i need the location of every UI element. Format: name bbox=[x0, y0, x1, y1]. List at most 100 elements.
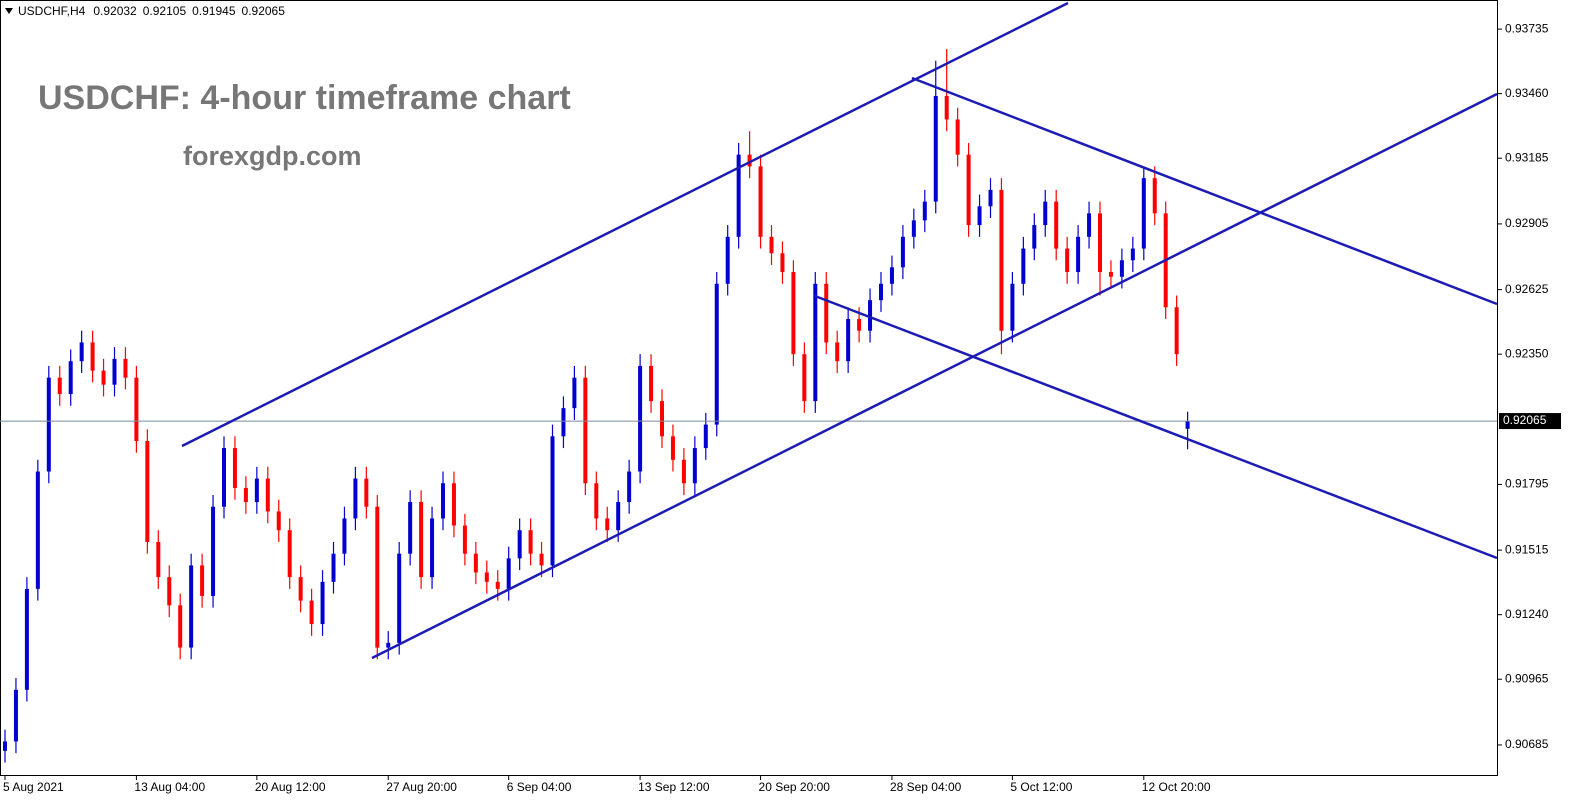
last-price-label: 0.92065 bbox=[1503, 413, 1547, 427]
x-tick-label: 13 Sep 12:00 bbox=[638, 780, 710, 794]
candle-body bbox=[1032, 225, 1037, 249]
candle-body bbox=[550, 436, 555, 566]
candle-body bbox=[966, 154, 971, 226]
high-value: 0.92105 bbox=[143, 4, 187, 18]
candle-body bbox=[649, 365, 654, 402]
candle-body bbox=[868, 300, 873, 331]
candle-body bbox=[769, 236, 774, 254]
menu-arrow[interactable] bbox=[5, 8, 13, 14]
candle-body bbox=[999, 189, 1004, 331]
candle-body bbox=[791, 272, 796, 355]
candle-body bbox=[1021, 248, 1026, 284]
candle-body bbox=[1141, 178, 1146, 249]
candle-body bbox=[879, 283, 883, 301]
candle-body bbox=[211, 506, 216, 596]
candle-body bbox=[681, 459, 686, 484]
chart-title: USDCHF: 4-hour timeframe chart bbox=[38, 79, 571, 117]
candle-body bbox=[101, 370, 106, 385]
x-tick-label: 20 Aug 12:00 bbox=[255, 780, 326, 794]
trend-line bbox=[371, 92, 1498, 660]
candle-body bbox=[857, 318, 862, 331]
candle-body bbox=[933, 95, 938, 202]
candle-body bbox=[320, 581, 325, 625]
candle-body bbox=[572, 377, 577, 409]
candle-body bbox=[627, 471, 632, 503]
x-tick-label: 5 Aug 2021 bbox=[3, 780, 64, 794]
x-tick-label: 28 Sep 04:00 bbox=[890, 780, 962, 794]
candle-body bbox=[922, 201, 927, 221]
last-price-box bbox=[1499, 413, 1561, 430]
y-tick-label: 0.91795 bbox=[1505, 477, 1549, 491]
candle-body bbox=[539, 553, 544, 566]
candle-body bbox=[747, 154, 752, 167]
candle-body bbox=[331, 553, 336, 582]
candle-body bbox=[167, 577, 172, 606]
trend-line bbox=[911, 76, 1498, 306]
candle-body bbox=[813, 283, 818, 402]
y-tick-label: 0.91240 bbox=[1505, 607, 1549, 621]
candle-body bbox=[57, 377, 62, 395]
close-value: 0.92065 bbox=[242, 4, 286, 18]
candle-body bbox=[670, 436, 675, 460]
candle-body bbox=[780, 253, 785, 273]
x-tick-label: 5 Oct 12:00 bbox=[1010, 780, 1072, 794]
candle-body bbox=[134, 377, 139, 442]
candle-body bbox=[13, 689, 18, 742]
candle-body bbox=[1119, 260, 1124, 277]
candle-body bbox=[145, 441, 150, 542]
y-tick-label: 0.93735 bbox=[1505, 21, 1549, 35]
candle-body bbox=[375, 506, 380, 648]
trend-line bbox=[814, 294, 1498, 560]
candle-body bbox=[911, 220, 916, 237]
candle-body bbox=[397, 553, 402, 643]
candle-body bbox=[46, 377, 51, 472]
candle-body bbox=[265, 478, 270, 512]
candle-body bbox=[703, 424, 708, 449]
candle-body bbox=[1152, 178, 1157, 214]
candle-body bbox=[583, 377, 588, 484]
candle-body bbox=[276, 511, 281, 531]
candle-body bbox=[3, 741, 7, 751]
candle-body bbox=[889, 267, 894, 284]
candle-body bbox=[944, 95, 949, 120]
chart-subtitle: forexgdp.com bbox=[183, 141, 362, 171]
candle-body bbox=[736, 154, 741, 237]
candle-body bbox=[1098, 213, 1102, 273]
candle-body bbox=[725, 236, 730, 284]
candle-body bbox=[287, 530, 292, 578]
candle-body bbox=[342, 518, 347, 554]
header: USDCHF,H4 0.92032 0.92105 0.91945 0.92065 bbox=[18, 4, 285, 18]
candle-body bbox=[24, 588, 29, 690]
candle-body bbox=[1065, 248, 1070, 273]
candle-body bbox=[846, 318, 851, 362]
candle-body bbox=[309, 600, 314, 625]
candle-body bbox=[517, 530, 522, 559]
candle-body bbox=[1174, 307, 1179, 355]
x-tick-label: 6 Sep 04:00 bbox=[507, 780, 572, 794]
candle-body bbox=[462, 525, 467, 554]
candle-body bbox=[506, 558, 511, 589]
candle-body bbox=[977, 206, 982, 226]
candle-body bbox=[1043, 201, 1048, 226]
candle-body bbox=[232, 448, 237, 488]
candle-body bbox=[988, 189, 993, 207]
candle-body bbox=[243, 487, 248, 503]
candle-body bbox=[222, 448, 226, 507]
candle-body bbox=[353, 478, 358, 519]
x-tick-label: 27 Aug 20:00 bbox=[386, 780, 457, 794]
candle-body bbox=[1108, 272, 1113, 277]
y-tick-label: 0.93185 bbox=[1505, 150, 1549, 164]
x-tick-label: 20 Sep 20:00 bbox=[759, 780, 831, 794]
candle-body bbox=[473, 553, 478, 573]
candle-body bbox=[495, 581, 500, 589]
candle-body bbox=[1076, 236, 1081, 273]
candle-body bbox=[298, 577, 303, 601]
candle-body bbox=[68, 361, 73, 395]
candle-body bbox=[638, 365, 643, 472]
candle-body bbox=[1010, 283, 1015, 331]
candle-body bbox=[824, 283, 829, 343]
y-tick-label: 0.90685 bbox=[1505, 737, 1549, 751]
candle-body bbox=[835, 342, 840, 362]
